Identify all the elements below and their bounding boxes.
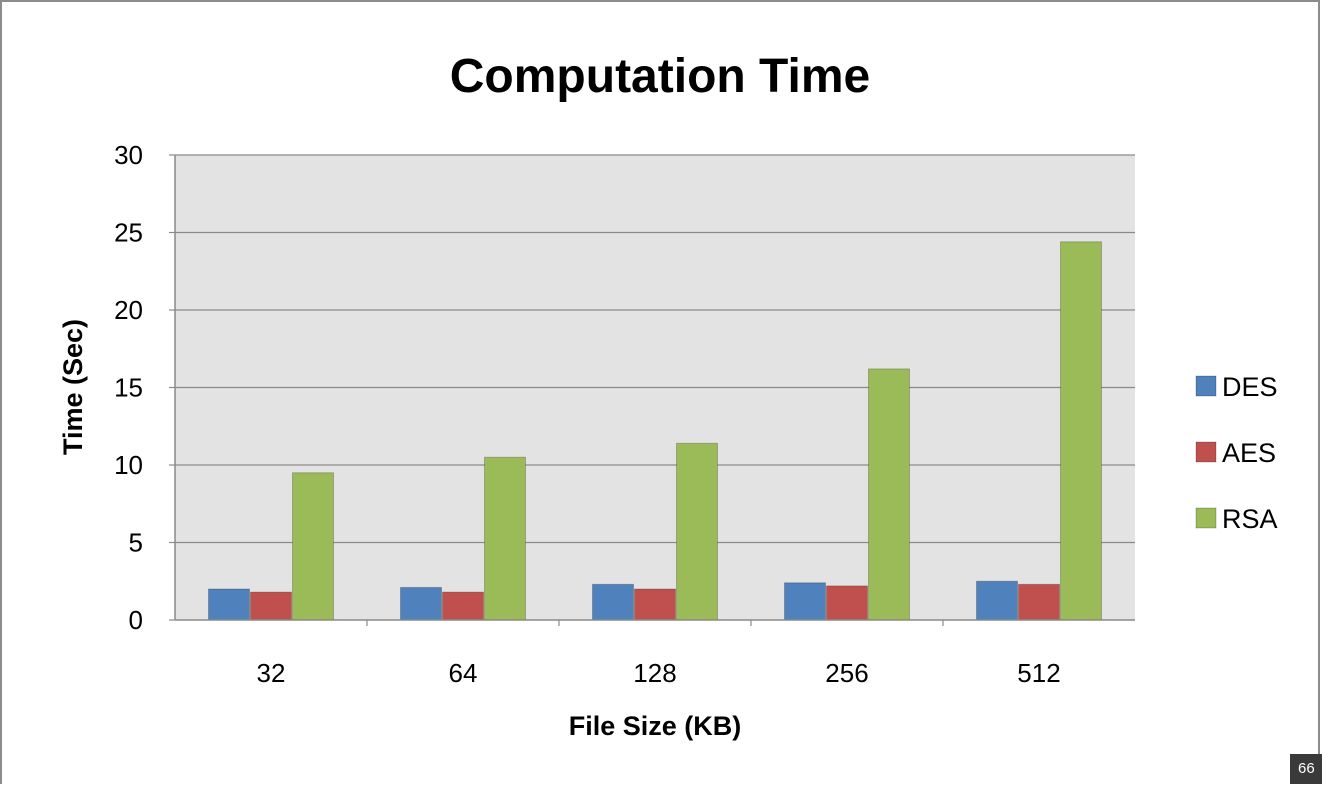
legend-swatch-des [1196,376,1216,396]
bar-aes-128 [635,589,676,620]
bar-des-128 [593,584,634,620]
bar-rsa-32 [293,473,334,620]
y-tick-label: 30 [114,140,143,170]
bar-rsa-512 [1061,242,1102,620]
bar-aes-256 [827,586,868,620]
legend-label-aes: AES [1222,438,1276,468]
bar-aes-32 [251,592,292,620]
x-tick-label: 512 [1017,658,1060,688]
bar-rsa-256 [869,369,910,620]
legend-swatch-rsa [1196,508,1216,528]
bar-des-64 [401,587,442,620]
legend-swatch-aes [1196,442,1216,462]
legend: DES AES RSA [1196,372,1278,534]
y-tick-labels: 0 5 10 15 20 25 30 [114,140,143,635]
x-tick-label: 128 [633,658,676,688]
x-tick-label: 256 [825,658,868,688]
bar-rsa-64 [485,457,526,620]
bar-des-256 [785,583,826,620]
y-tick-label: 25 [114,218,143,248]
y-tick-label: 15 [114,373,143,403]
y-tick-label: 10 [114,450,143,480]
bar-aes-64 [443,592,484,620]
bar-aes-512 [1019,584,1060,620]
bar-rsa-128 [677,443,718,620]
chart-title: Computation Time [450,50,870,103]
y-tick-label: 5 [129,528,143,558]
legend-label-rsa: RSA [1222,504,1278,534]
bar-des-32 [209,589,250,620]
page-number-badge: 66 [1290,754,1322,784]
x-tick-labels: 32 64 128 256 512 [257,658,1061,688]
y-axis-label: Time (Sec) [58,319,88,455]
y-tick-label: 20 [114,295,143,325]
bar-des-512 [977,581,1018,620]
x-axis-label: File Size (KB) [569,711,742,741]
y-tick-label: 0 [129,605,143,635]
x-tick-label: 32 [257,658,286,688]
legend-label-des: DES [1222,372,1278,402]
x-tick-label: 64 [449,658,478,688]
